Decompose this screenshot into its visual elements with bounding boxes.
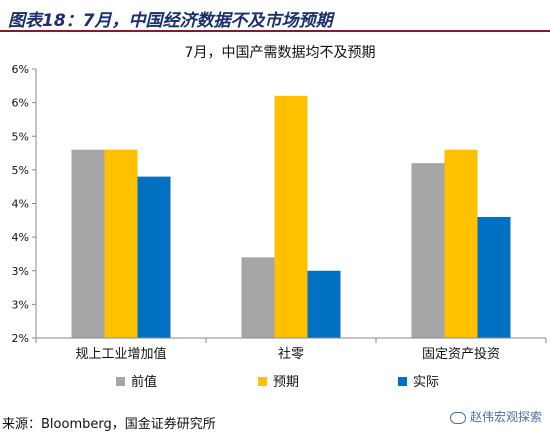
watermark: 赵伟宏观探索 xyxy=(449,408,542,425)
legend-swatch xyxy=(258,377,267,386)
legend-swatch xyxy=(398,377,407,386)
y-tick-label: 2% xyxy=(12,332,29,345)
bar-3-3 xyxy=(477,216,511,338)
y-tick-label: 4% xyxy=(12,198,29,211)
x-tick-label: 固定资产投资 xyxy=(422,346,500,362)
y-tick-label: 4% xyxy=(12,231,29,244)
bar-2-1 xyxy=(241,257,275,338)
bar-1-3 xyxy=(137,176,171,338)
bar-3-1 xyxy=(411,163,445,338)
x-tick-label: 社零 xyxy=(278,346,304,362)
watermark-text: 赵伟宏观探索 xyxy=(469,410,542,424)
y-tick-label: 6% xyxy=(12,97,29,110)
legend-swatch xyxy=(116,377,125,386)
bar-chart: 7月，中国产需数据均不及预期 2% 3% 3% 4% 4% 5% 5% 6% 6% 规上工业增加… xyxy=(12,45,547,390)
legend-label: 预期 xyxy=(273,375,299,390)
figure-title: 图表18：7月，中国经济数据不及市场预期 xyxy=(8,11,333,31)
chart-title: 7月，中国产需数据均不及预期 xyxy=(185,45,376,61)
y-axis: 2% 3% 3% 4% 4% 5% 5% 6% 6% xyxy=(12,63,37,345)
y-tick-label: 3% xyxy=(12,265,29,278)
x-tick-label: 规上工业增加值 xyxy=(75,346,166,362)
wechat-icon xyxy=(449,411,466,424)
legend-label: 实际 xyxy=(413,375,439,390)
x-axis: 规上工业增加值 社零 固定资产投资 xyxy=(35,337,547,362)
y-tick-label: 5% xyxy=(12,130,29,143)
legend-label: 前值 xyxy=(131,374,157,390)
bar-1-1 xyxy=(71,149,105,338)
bar-1-2 xyxy=(104,149,138,338)
source-note: 来源：Bloomberg，国金证券研究所 xyxy=(2,417,216,432)
bars xyxy=(71,95,511,339)
y-tick-label: 5% xyxy=(12,164,29,177)
bar-2-3 xyxy=(307,270,341,338)
y-tick-label: 6% xyxy=(12,63,29,76)
legend: 前值 预期 实际 xyxy=(116,374,439,390)
bar-2-2 xyxy=(274,95,308,339)
title-rule xyxy=(0,30,550,32)
y-tick-label: 3% xyxy=(12,298,29,311)
bar-3-2 xyxy=(444,149,478,338)
